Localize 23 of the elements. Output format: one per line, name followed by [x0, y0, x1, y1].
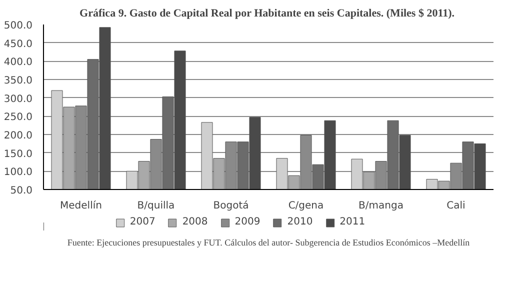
y-tick-label: 100.0: [4, 167, 33, 178]
y-tick-label: 400.0: [4, 57, 33, 68]
y-tick-label: 50.0: [10, 186, 32, 196]
y-tick-label: 200.0: [4, 130, 33, 142]
x-tick-label: Bogotá: [213, 200, 249, 212]
y-tick-label: 150.0: [4, 148, 33, 160]
x-tick-label: C/gena: [288, 200, 324, 212]
y-tick-label: 350.0: [4, 76, 33, 86]
y-tick-label: 300.0: [4, 94, 33, 105]
x-tick-label: B/manga: [358, 200, 404, 212]
legend-label: 2009: [234, 216, 260, 228]
x-tick-label: Medellín: [60, 200, 102, 212]
y-tick-label: 250.0: [4, 112, 33, 124]
legend-label: 2008: [182, 216, 208, 228]
source-note: Fuente: Ejecuciones presupuestales y FUT. Cálculos del autor- Subgerencia de Estudios Económicos –Medellín: [67, 238, 470, 248]
legend-label: 2010: [287, 216, 313, 228]
x-tick-label: B/quilla: [137, 200, 175, 212]
chart-title: Gráfica 9. Gasto de Capital Real por Habitante en seis Capitales. (Miles $ 2011).: [80, 8, 455, 20]
y-tick-label: 500.0: [4, 20, 33, 32]
legend-label: 2011: [340, 216, 366, 228]
y-tick-label: 450.0: [4, 38, 33, 50]
x-tick-label: Cali: [446, 200, 466, 212]
legend-label: 2007: [130, 216, 156, 228]
